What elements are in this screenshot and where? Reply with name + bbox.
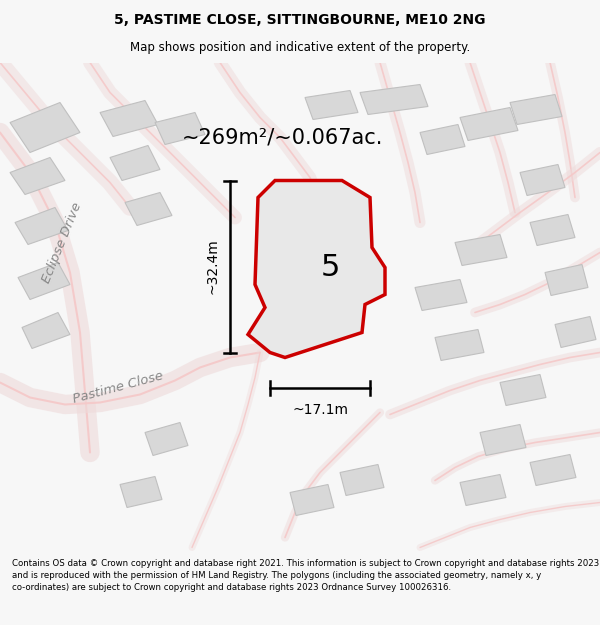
Text: Pastime Close: Pastime Close [71,369,164,406]
Polygon shape [510,94,562,124]
Text: Map shows position and indicative extent of the property.: Map shows position and indicative extent… [130,41,470,54]
Text: Eclipse Drive: Eclipse Drive [40,200,84,285]
Polygon shape [248,181,385,358]
Text: ~32.4m: ~32.4m [206,239,220,294]
Polygon shape [435,329,484,361]
Polygon shape [455,234,507,266]
Polygon shape [415,279,467,311]
Polygon shape [145,422,188,456]
Polygon shape [520,164,565,196]
Polygon shape [125,192,172,226]
Polygon shape [530,214,575,246]
Polygon shape [305,91,358,119]
Polygon shape [530,454,576,486]
Text: 5, PASTIME CLOSE, SITTINGBOURNE, ME10 2NG: 5, PASTIME CLOSE, SITTINGBOURNE, ME10 2N… [114,12,486,27]
Polygon shape [15,208,68,244]
Polygon shape [420,124,465,154]
Text: 5: 5 [320,253,340,282]
Polygon shape [10,102,80,152]
Polygon shape [10,158,65,194]
Text: Contains OS data © Crown copyright and database right 2021. This information is : Contains OS data © Crown copyright and d… [12,559,599,592]
Polygon shape [290,484,334,516]
Polygon shape [545,264,588,296]
Polygon shape [340,464,384,496]
Polygon shape [500,374,546,406]
Polygon shape [120,476,162,508]
Polygon shape [100,101,158,136]
Text: ~17.1m: ~17.1m [292,404,348,418]
Polygon shape [480,424,526,456]
Polygon shape [110,146,160,181]
Polygon shape [155,112,205,144]
Polygon shape [460,107,518,141]
Text: ~269m²/~0.067ac.: ~269m²/~0.067ac. [182,127,383,148]
Polygon shape [18,262,70,299]
Polygon shape [555,316,596,348]
Polygon shape [460,474,506,506]
Polygon shape [360,84,428,114]
Polygon shape [22,312,70,349]
